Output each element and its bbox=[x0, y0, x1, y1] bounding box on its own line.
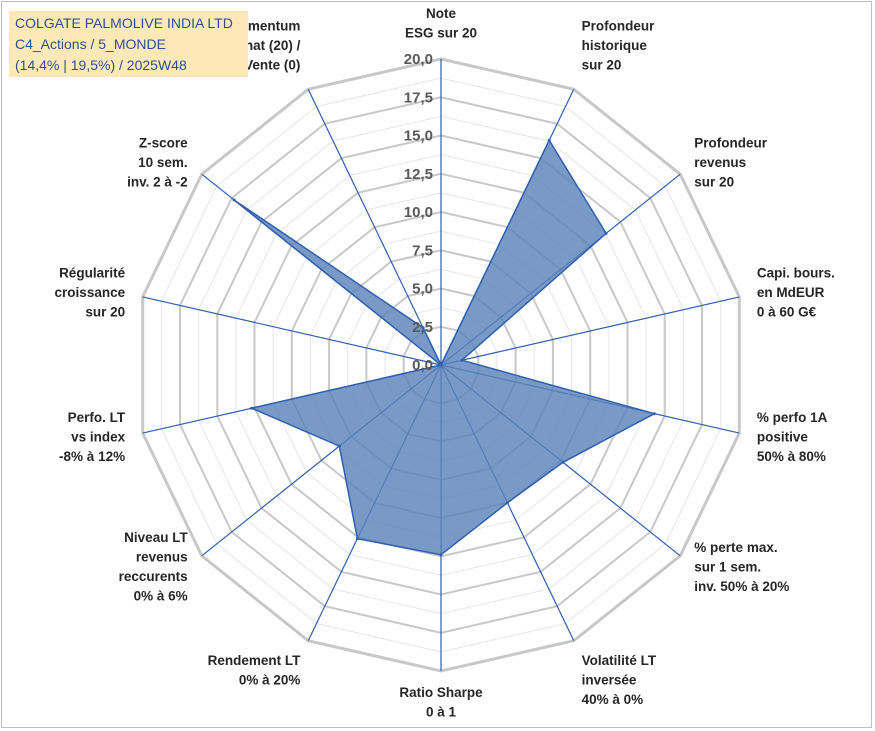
category-label-line: -8% à 12% bbox=[59, 449, 125, 464]
category-label: % perfo 1A positive 50% à 80% bbox=[757, 410, 828, 464]
data-point bbox=[439, 553, 443, 557]
category-label-line: 0 à 1 bbox=[426, 705, 457, 720]
category-label: Capi. bours. en MdEUR 0 à 60 G€ bbox=[757, 266, 835, 320]
category-label-line: reccurents bbox=[119, 569, 188, 584]
category-label-line: Niveau LT bbox=[124, 530, 188, 545]
category-label-line: Régularité bbox=[59, 266, 126, 281]
data-point bbox=[561, 460, 565, 464]
data-point bbox=[547, 138, 551, 142]
data-point bbox=[250, 406, 254, 410]
category-label-line: vs index bbox=[71, 429, 126, 444]
category-label-line: 10 sem. bbox=[138, 155, 188, 170]
tick-label: 0,0 bbox=[412, 357, 433, 374]
category-label-line: Z-score bbox=[139, 136, 188, 151]
category-label: Niveau LT revenus reccurents 0% à 6% bbox=[119, 530, 189, 604]
data-point bbox=[355, 537, 359, 541]
chart-title-company: COLGATE PALMOLIVE INDIA LTD bbox=[15, 15, 233, 31]
tick-label: 7,5 bbox=[412, 242, 433, 259]
category-label-line: inv. 50% à 20% bbox=[694, 579, 789, 594]
category-label: Régularité croissance sur 20 bbox=[55, 266, 126, 320]
data-point bbox=[652, 412, 656, 416]
category-label: Profondeur revenus sur 20 bbox=[694, 136, 767, 190]
radar-spoke bbox=[307, 89, 442, 366]
tick-label: 20,0 bbox=[404, 51, 433, 68]
category-label: Perfo. LT vs index -8% à 12% bbox=[59, 410, 126, 464]
category-label-line: sur 20 bbox=[582, 58, 622, 73]
category-label-line: % perte max. bbox=[694, 540, 777, 555]
category-label-line: Vente (0) bbox=[244, 58, 300, 73]
data-point bbox=[604, 231, 608, 235]
category-label-line: Perfo. LT bbox=[68, 410, 126, 425]
category-label-line: Profondeur bbox=[694, 136, 767, 151]
category-label-line: inversée bbox=[582, 672, 637, 687]
data-point bbox=[232, 198, 236, 202]
data-point bbox=[460, 358, 464, 362]
tick-label: 17,5 bbox=[404, 89, 433, 106]
category-label: Z-score 10 sem. inv. 2 à -2 bbox=[127, 136, 188, 190]
category-label: Rendement LT 0% à 20% bbox=[208, 653, 302, 688]
category-label-line: 0% à 20% bbox=[239, 672, 301, 687]
chart-title-box: COLGATE PALMOLIVE INDIA LTD C4_Actions /… bbox=[9, 11, 248, 77]
radar-category-labels: Note ESG sur 20 Profondeur historique sur 20… bbox=[55, 6, 835, 720]
tick-label: 15,0 bbox=[404, 128, 433, 145]
category-label-line: croissance bbox=[55, 285, 126, 300]
category-label-line: Capi. bours. bbox=[757, 266, 835, 281]
chart-title-period: (14,4% | 19,5%) / 2025W48 bbox=[15, 57, 187, 73]
category-label-line: historique bbox=[582, 38, 648, 53]
series-area bbox=[233, 138, 657, 556]
radar-spoke bbox=[440, 296, 740, 366]
radar-spoke bbox=[142, 296, 442, 366]
category-label-line: Profondeur bbox=[582, 19, 655, 34]
category-label-line: Note bbox=[426, 6, 456, 21]
category-label-line: en MdEUR bbox=[757, 285, 825, 300]
category-label-line: inv. 2 à -2 bbox=[127, 175, 188, 190]
chart-title-category: C4_Actions / 5_MONDE bbox=[15, 36, 166, 52]
category-label-line: ESG sur 20 bbox=[405, 26, 477, 41]
category-label-line: revenus bbox=[694, 155, 746, 170]
category-label: Ratio Sharpe 0 à 1 bbox=[399, 685, 483, 720]
radar-tick-labels: 0,0 2,5 5,0 7,5 10,0 12,5 15,0 17,5 20,0 bbox=[404, 51, 433, 374]
data-point bbox=[421, 326, 425, 330]
data-point bbox=[337, 444, 341, 448]
category-label: Note ESG sur 20 bbox=[405, 6, 477, 41]
category-label-line: 0% à 6% bbox=[134, 589, 188, 604]
category-label-line: Volatilité LT bbox=[582, 653, 657, 668]
category-label: % perte max. sur 1 sem. inv. 50% à 20% bbox=[694, 540, 789, 594]
category-label-line: Ratio Sharpe bbox=[399, 685, 483, 700]
data-point bbox=[439, 363, 443, 367]
tick-label: 2,5 bbox=[412, 319, 433, 336]
category-label-line: % perfo 1A bbox=[757, 410, 828, 425]
category-label: Volatilité LT inversée 40% à 0% bbox=[582, 653, 657, 707]
category-label-line: revenus bbox=[136, 550, 188, 565]
category-label-line: 50% à 80% bbox=[757, 449, 826, 464]
tick-label: 10,0 bbox=[404, 204, 433, 221]
tick-label: 5,0 bbox=[412, 281, 433, 298]
category-label-line: sur 1 sem. bbox=[694, 559, 761, 574]
category-label-line: sur 20 bbox=[85, 305, 125, 320]
tick-label: 12,5 bbox=[404, 166, 433, 183]
category-label: Profondeur historique sur 20 bbox=[582, 19, 655, 73]
category-label-line: 0 à 60 G€ bbox=[757, 305, 817, 320]
category-label-line: 40% à 0% bbox=[582, 692, 644, 707]
data-point bbox=[505, 501, 509, 505]
category-label-line: positive bbox=[757, 429, 809, 444]
radar-series bbox=[232, 138, 657, 557]
category-label-line: sur 20 bbox=[694, 175, 734, 190]
category-label-line: Rendement LT bbox=[208, 653, 302, 668]
